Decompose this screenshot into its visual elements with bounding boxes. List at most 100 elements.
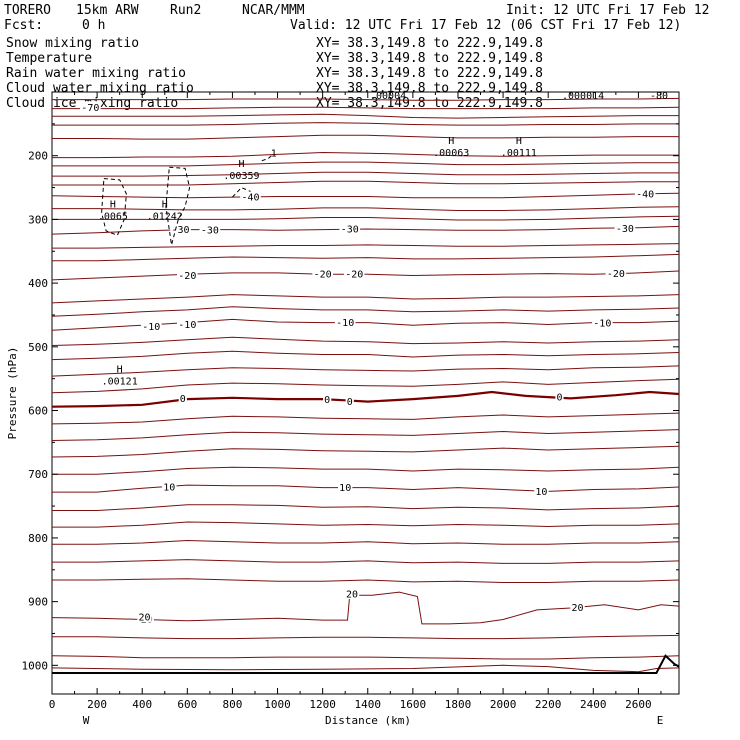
x-tick-label: 2000	[490, 698, 517, 711]
field-xy-rain: XY= 38.3,149.8 to 222.9,149.8	[316, 66, 543, 81]
contour-label-bg	[343, 268, 365, 280]
isotherm-line	[52, 504, 680, 511]
x-axis-title: Distance (km)	[325, 714, 411, 727]
isotherm-line	[52, 215, 680, 221]
maximum-marker: H	[110, 200, 116, 211]
maximum-marker: H	[162, 200, 168, 211]
contour-label: 0	[324, 395, 330, 406]
field-xy-temperature: XY= 38.3,149.8 to 222.9,149.8	[316, 51, 543, 66]
isotherm-line	[52, 466, 680, 475]
init-time: Init: 12 UTC Fri 17 Feb 12	[506, 3, 710, 18]
y-tick-label: 800	[28, 532, 48, 545]
cloud-ice-contour	[261, 154, 274, 162]
x-tick-label: 2400	[580, 698, 607, 711]
contour-label-bg	[338, 481, 353, 493]
contour-label-bg	[199, 224, 221, 236]
maximum-marker: H	[516, 136, 522, 147]
isotherm-line	[52, 243, 680, 249]
contour-label: -20	[178, 271, 196, 282]
isotherm-line	[52, 122, 679, 126]
isotherm-line	[51, 365, 680, 377]
valid-time: Valid: 12 UTC Fri 17 Feb 12 (06 CST Fri …	[290, 18, 681, 33]
contour-label-bg	[345, 395, 354, 407]
contour-label: -20	[345, 270, 363, 281]
field-xy-snow: XY= 38.3,149.8 to 222.9,149.8	[316, 36, 543, 51]
isotherm-line-minus70	[52, 106, 680, 110]
field-label-snow: Snow mixing ratio	[6, 36, 139, 51]
isotherm-line	[52, 171, 679, 177]
maximum-value: .01242	[147, 212, 183, 223]
contour-label-bg	[162, 480, 177, 492]
contour-label-bg	[140, 320, 162, 332]
maximum-marker: H	[117, 365, 123, 376]
header: TORERO 15km ARW Run2 NCAR/MMM Init: 12 U…	[4, 3, 710, 33]
isotherm-line	[51, 655, 680, 660]
contour-label: -40	[636, 189, 654, 200]
contour-label-bg	[614, 222, 636, 234]
contour-label: 0	[347, 397, 353, 408]
isotherm-line	[52, 578, 680, 583]
contour-label-bg	[570, 601, 585, 613]
cloud-ice-contour	[165, 166, 191, 246]
maximum-marker: H	[448, 136, 454, 147]
contour-label: 20	[346, 589, 358, 600]
contour-label-bg	[534, 485, 549, 497]
isotherm-line	[52, 253, 680, 262]
isotherm-line	[52, 559, 680, 564]
maximum-value: .00111	[501, 148, 537, 159]
isotherm-line	[51, 429, 680, 441]
isotherm-line	[52, 161, 679, 167]
plot-area: 202020201010100000-10-10-10-10-20-20-20-…	[51, 97, 680, 674]
contour-label: 10	[163, 482, 175, 493]
isotherm-line	[52, 521, 680, 528]
isotherm-line	[51, 294, 680, 304]
contour-label: -10	[178, 320, 196, 331]
contour-label-bg	[334, 316, 356, 328]
isotherm-line	[52, 206, 680, 211]
field-label-temperature: Temperature	[6, 51, 92, 66]
terrain-line	[52, 654, 680, 674]
contour-label-bg	[592, 317, 613, 329]
org-label: NCAR/MMM	[242, 3, 305, 18]
x-tick-label: 1400	[355, 698, 382, 711]
x-tick-label: 2200	[535, 698, 562, 711]
y-tick-label: 900	[28, 596, 48, 609]
overlap-labels: .00004 .000014 -80	[370, 91, 668, 102]
contour-label: -70	[81, 103, 99, 114]
contour-label: 20	[571, 603, 583, 614]
contour-label-bg	[178, 392, 187, 404]
y-tick-label: 400	[28, 277, 48, 290]
x-tick-label: 1800	[445, 698, 472, 711]
contour-label: -30	[341, 224, 359, 235]
maximum-value: .0065	[98, 212, 128, 223]
contour-label-bg	[605, 267, 627, 279]
contour-label: -30	[172, 225, 190, 236]
contour-label: -10	[593, 319, 611, 330]
contour-label: 10	[339, 483, 351, 494]
contour-label: 0	[180, 394, 186, 405]
isotherm-line	[51, 445, 680, 458]
contour-label: -10	[336, 318, 354, 329]
isotherm-line-10	[52, 484, 680, 493]
y-tick-label: 200	[28, 150, 48, 163]
y-tick-label: 600	[28, 405, 48, 418]
overlap-label: .00004	[370, 91, 406, 102]
contour-label: -30	[616, 224, 634, 235]
isotherm-line	[52, 634, 680, 640]
contour-label: 10	[535, 487, 547, 498]
contour-label-bg	[240, 191, 261, 203]
isotherm-line	[52, 113, 679, 119]
contour-label: -20	[314, 270, 332, 281]
y-axis-title: Pressure (hPa)	[6, 347, 19, 440]
overlap-label: .000014	[562, 91, 604, 102]
isotherm-line	[51, 664, 680, 673]
x-tick-label: 1200	[309, 698, 336, 711]
field-label-rain: Rain water mixing ratio	[6, 66, 186, 81]
contour-label-bg	[170, 223, 191, 235]
model-name: TORERO	[4, 3, 51, 18]
isotherm-line	[52, 180, 679, 186]
isotherm-line	[52, 151, 679, 159]
overlap-label: -80	[650, 91, 668, 102]
contour-label-bg	[323, 393, 332, 405]
isotherm-line	[52, 97, 680, 101]
